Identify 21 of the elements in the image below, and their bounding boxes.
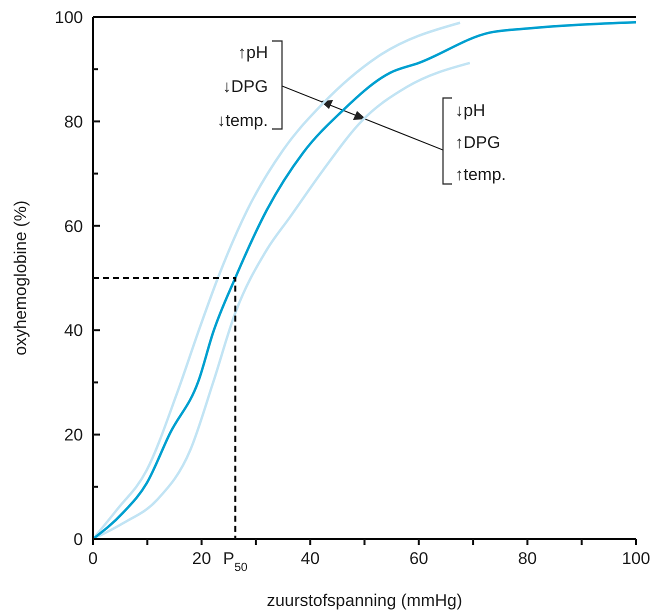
- annotation: ↓DPG: [222, 77, 268, 96]
- y-tick-label: 60: [64, 216, 83, 236]
- x-tick-label: 100: [622, 549, 650, 568]
- x-tick-label: 0: [88, 549, 98, 568]
- y-tick-label: 80: [64, 112, 83, 132]
- x-tick-label: 60: [409, 549, 428, 568]
- x-axis-title: zuurstofspanning (mmHg): [266, 591, 462, 610]
- annotation: P$_{50}$: [222, 549, 248, 574]
- x-tick-label: 20: [192, 549, 212, 568]
- annotation: ↑pH: [238, 43, 268, 62]
- annotation: ↑temp.: [455, 165, 506, 184]
- y-axis-title: oxyhemoglobine (%): [11, 200, 30, 356]
- annotation: ↓temp.: [216, 111, 268, 130]
- y-tick-label: 20: [64, 426, 83, 445]
- annotation: ↓pH: [455, 101, 486, 120]
- y-tick-label: 40: [64, 321, 83, 340]
- annotation: ↑DPG: [455, 133, 500, 152]
- y-tick-label: 100: [54, 8, 83, 27]
- y-tick-label: 0: [74, 530, 83, 549]
- x-tick-label: 80: [518, 549, 537, 568]
- x-tick-label: 40: [300, 549, 320, 568]
